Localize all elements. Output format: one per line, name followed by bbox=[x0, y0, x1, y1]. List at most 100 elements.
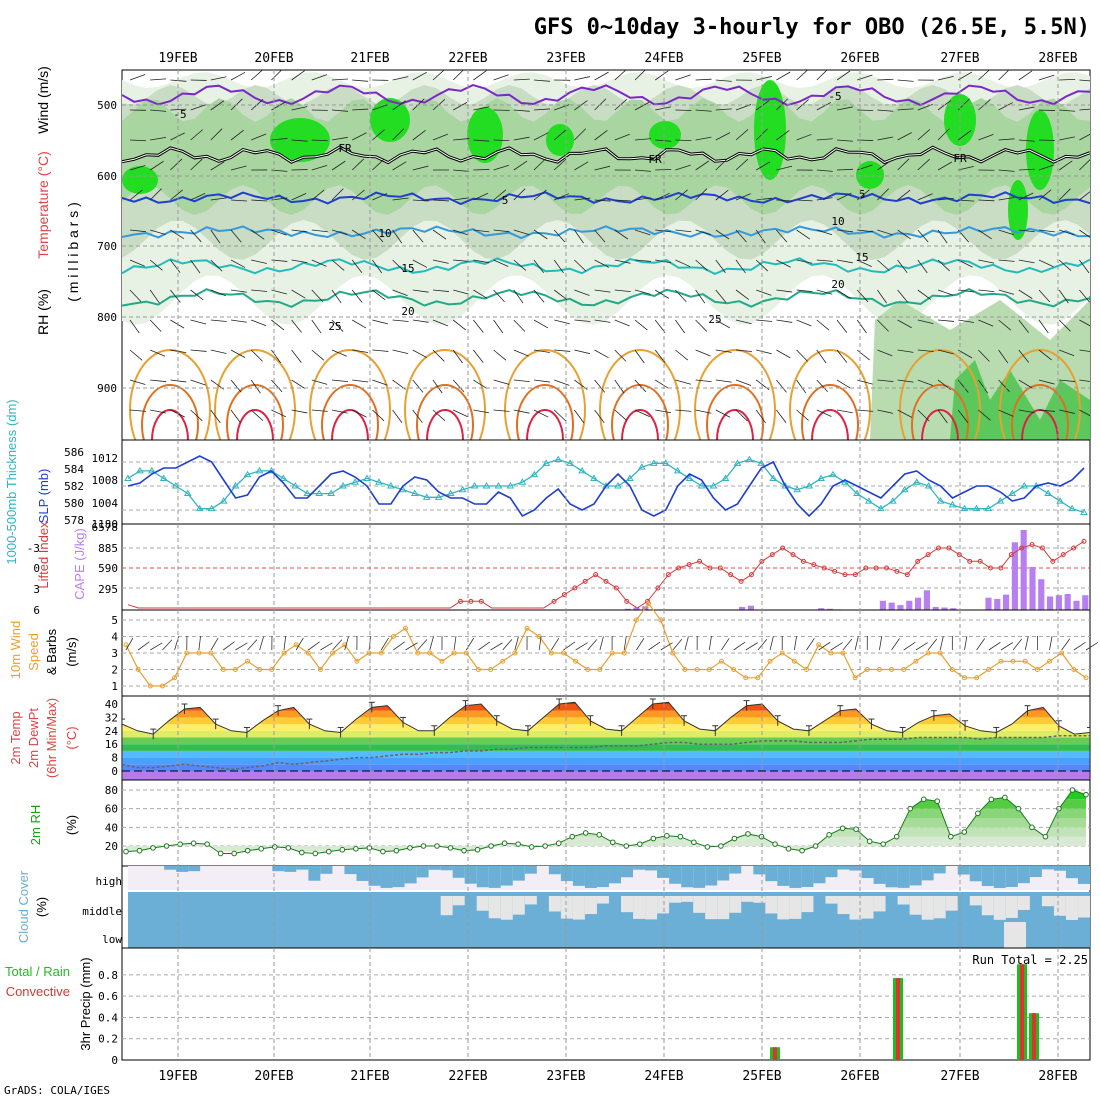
wind-barb bbox=[311, 259, 327, 267]
rh-tick: 80 bbox=[105, 784, 118, 797]
cape-bar bbox=[985, 597, 992, 610]
li-marker bbox=[998, 565, 1004, 571]
cloud-level-label: low bbox=[102, 933, 122, 946]
wind-marker bbox=[706, 667, 712, 672]
wind-barb bbox=[958, 319, 975, 323]
rh-marker bbox=[907, 805, 914, 812]
wind-barb bbox=[412, 349, 428, 359]
surface-wind-barb bbox=[1085, 642, 1099, 651]
wind-barb bbox=[1058, 319, 1071, 332]
li-marker bbox=[946, 545, 952, 551]
top-date-label: 26FEB bbox=[840, 51, 879, 66]
cloud-mid-gap bbox=[969, 896, 982, 906]
millibars-label: ( m i l l i b a r s ) bbox=[65, 202, 81, 302]
wind-barb bbox=[816, 70, 828, 81]
cloud-high-bar bbox=[693, 866, 706, 888]
cloud-mid-gap bbox=[452, 896, 465, 906]
wind-barb bbox=[957, 71, 973, 81]
rh-marker bbox=[420, 843, 427, 849]
wind-barb bbox=[331, 78, 348, 81]
wind-barb bbox=[735, 409, 748, 422]
wind-barb bbox=[533, 79, 550, 82]
wind-barb bbox=[1038, 319, 1049, 334]
wind-barb bbox=[675, 139, 692, 142]
wind-barb bbox=[150, 409, 166, 414]
wind-barb bbox=[311, 289, 324, 302]
wind-barb bbox=[917, 289, 931, 300]
li-marker bbox=[894, 568, 900, 574]
rh-marker bbox=[880, 841, 886, 847]
thickness-marker bbox=[530, 470, 539, 478]
surface-wind-barb bbox=[769, 636, 774, 651]
wind-barb bbox=[776, 319, 793, 323]
cloud-high-bar bbox=[452, 866, 465, 878]
thickness-marker bbox=[745, 455, 754, 463]
top-date-labels: 19FEB 20FEB 21FEB 22FEB 23FEB 24FEB 25FEB 26FEB… bbox=[158, 51, 1077, 66]
rh-marker bbox=[434, 843, 440, 849]
rh-blob bbox=[546, 124, 574, 156]
wind-barb bbox=[149, 289, 160, 304]
wind-marker bbox=[791, 658, 797, 664]
wind-barb bbox=[574, 319, 591, 322]
wind-barb bbox=[493, 139, 510, 142]
cape-tick: 295 bbox=[98, 583, 118, 596]
cloud-mid-gap bbox=[572, 896, 585, 920]
upper-air-panel: -5 -5 FR FR FR 5 5 10 10 15 15 20 20 25 25 bbox=[121, 69, 1091, 441]
thickness-marker bbox=[578, 466, 586, 474]
wind-barb bbox=[776, 409, 787, 424]
cloud-high-bar bbox=[717, 866, 730, 881]
surface-wind-barb bbox=[137, 641, 150, 651]
rh-marker bbox=[447, 845, 454, 851]
wind-marker bbox=[913, 658, 919, 664]
thickness-marker bbox=[876, 504, 885, 512]
wind-marker bbox=[609, 650, 615, 656]
wind-barb bbox=[776, 259, 791, 268]
wind-barb bbox=[331, 349, 347, 357]
rh-marker bbox=[1029, 824, 1035, 831]
thickness-marker bbox=[1068, 504, 1076, 512]
wind-barb bbox=[392, 259, 405, 272]
wind-barb bbox=[856, 189, 870, 201]
wind-barb bbox=[655, 168, 672, 171]
wind-barb bbox=[493, 229, 510, 233]
temp-contour-35 bbox=[621, 409, 659, 440]
wind-barb bbox=[695, 229, 711, 236]
wind-barb bbox=[675, 379, 691, 385]
cloud-high-bar bbox=[284, 866, 297, 872]
wind-panel bbox=[121, 601, 1099, 697]
temp-contour-35 bbox=[151, 409, 189, 440]
cape-tick: 6578 bbox=[92, 521, 119, 534]
wind-barb bbox=[1058, 160, 1073, 171]
wind-barb bbox=[634, 169, 651, 172]
cloud-high-bar bbox=[1029, 866, 1042, 878]
bottom-date-label: 20FEB bbox=[254, 1069, 293, 1084]
wind-barb bbox=[331, 289, 342, 304]
wind-barb bbox=[594, 229, 606, 243]
wind-barb bbox=[210, 349, 227, 354]
rh-marker bbox=[258, 846, 265, 852]
wind-barb bbox=[614, 229, 629, 240]
thickness-tick: 586 bbox=[64, 446, 84, 459]
wind-barb bbox=[533, 349, 550, 353]
surface-wind-barb bbox=[623, 636, 627, 651]
wind-barb bbox=[695, 379, 712, 383]
wind-barbs-label: & Barbs bbox=[44, 628, 59, 675]
wind-barb bbox=[735, 129, 749, 141]
wind-barb bbox=[735, 259, 746, 274]
wind-barb bbox=[432, 229, 447, 240]
wind-barb bbox=[634, 289, 651, 295]
wind-marker bbox=[852, 675, 858, 681]
rh-tick: 60 bbox=[105, 803, 118, 816]
wind-barb bbox=[715, 289, 727, 303]
cape-bar bbox=[1003, 594, 1010, 610]
wind-barb bbox=[594, 259, 610, 268]
wind-barb bbox=[655, 259, 672, 264]
wind-barb bbox=[655, 192, 670, 201]
cloud-mid-gap bbox=[1041, 896, 1054, 907]
wind-barb bbox=[513, 319, 526, 332]
wind-barb bbox=[493, 259, 509, 267]
temp-contour-30 bbox=[911, 384, 969, 440]
wind-barb bbox=[816, 349, 827, 364]
wind-barb bbox=[352, 79, 369, 82]
wind-barb bbox=[372, 409, 385, 422]
